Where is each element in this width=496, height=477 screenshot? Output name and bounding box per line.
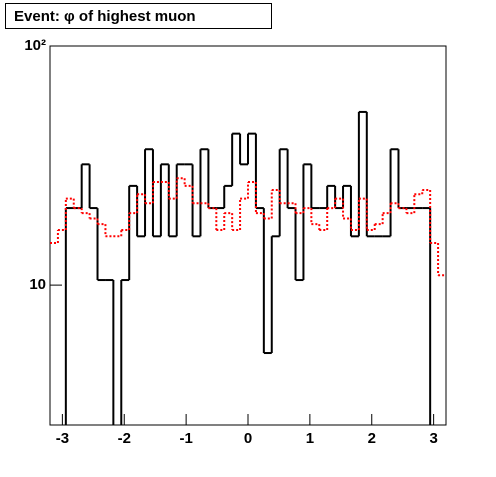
x-tick-label: -1	[179, 430, 192, 447]
y-tick-label: 10	[29, 276, 46, 293]
title-box	[5, 3, 272, 29]
x-tick-label: -3	[56, 430, 69, 447]
y-tick-label: 10²	[24, 37, 46, 54]
x-tick-label: 3	[429, 430, 437, 447]
chart-title: Event: φ of highest muon	[14, 8, 196, 25]
plot-area	[50, 110, 446, 425]
x-tick-label: -2	[118, 430, 131, 447]
x-tick-label: 2	[368, 430, 376, 447]
x-tick-label: 0	[244, 430, 252, 447]
x-tick-label: 1	[306, 430, 314, 447]
